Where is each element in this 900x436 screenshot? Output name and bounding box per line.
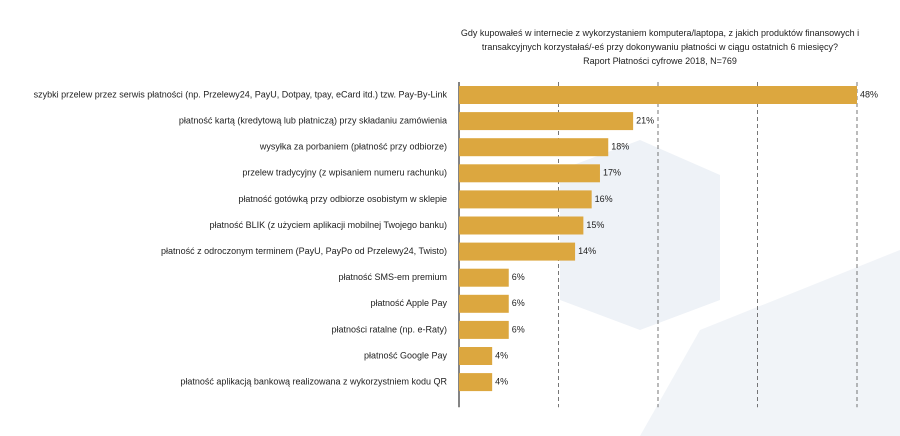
value-label: 18% — [611, 142, 629, 152]
y-tick-label: płatność z odroczonym terminem (PayU, Pa… — [161, 246, 447, 256]
bar — [459, 242, 576, 261]
value-label: 6% — [512, 324, 525, 334]
bar — [459, 138, 609, 157]
value-label: 48% — [860, 89, 878, 99]
background-shape — [640, 250, 900, 436]
bar — [459, 164, 600, 183]
value-label: 14% — [578, 246, 596, 256]
bar — [459, 216, 584, 235]
value-label: 17% — [603, 168, 621, 178]
y-tick-label: wysyłka za porbaniem (płatność przy odbi… — [259, 142, 447, 152]
chart-subtitle: Raport Płatności cyfrowe 2018, N=769 — [583, 56, 737, 66]
value-label: 4% — [495, 376, 508, 386]
value-label: 6% — [512, 272, 525, 282]
value-label: 6% — [512, 298, 525, 308]
bar — [459, 347, 493, 365]
y-tick-label: płatność Google Pay — [364, 350, 448, 360]
value-label: 16% — [595, 194, 613, 204]
bar — [459, 320, 509, 339]
y-tick-label: płatność kartą (kredytową lub płatniczą)… — [179, 115, 447, 125]
y-tick-label: płatność BLIK (z użyciem aplikacji mobil… — [210, 220, 447, 230]
value-label: 21% — [636, 115, 654, 125]
bar — [459, 268, 509, 287]
y-tick-label: przelew tradycyjny (z wpisaniem numeru r… — [242, 168, 447, 178]
y-tick-label: szybki przelew przez serwis płatności (n… — [34, 89, 448, 99]
bar — [459, 190, 592, 209]
bar — [459, 86, 857, 104]
y-tick-label: płatność SMS-em premium — [338, 272, 447, 282]
bar — [459, 112, 634, 131]
y-tick-label: płatność aplikacją bankową realizowana z… — [180, 376, 447, 386]
value-label: 4% — [495, 350, 508, 360]
bar — [459, 294, 509, 313]
y-tick-label: płatność gotówką przy odbiorze osobistym… — [238, 194, 447, 204]
bar — [459, 373, 493, 392]
y-tick-label: płatność Apple Pay — [370, 298, 447, 308]
y-tick-label: płatności ratalne (np. e-Raty) — [331, 324, 447, 334]
background-shape — [560, 140, 720, 330]
chart-title: Gdy kupowałeś w internecie z wykorzystan… — [460, 28, 860, 52]
value-label: 15% — [586, 220, 604, 230]
